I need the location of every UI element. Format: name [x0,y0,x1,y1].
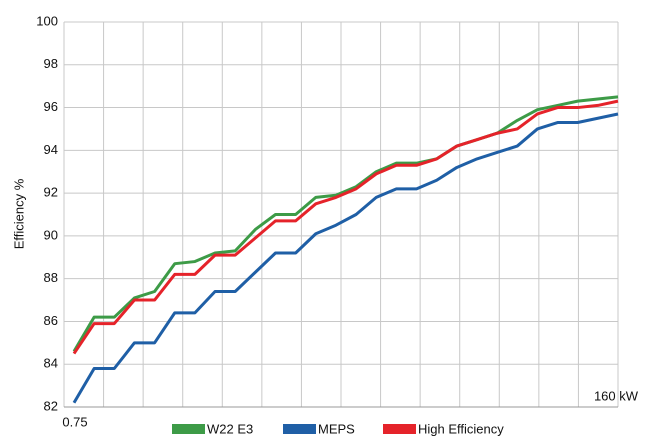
series-line [72,99,619,355]
series-line [72,95,619,353]
y-tick-label: 94 [44,142,58,157]
y-tick-label: 92 [44,185,58,200]
legend-label: W22 E3 [207,421,253,436]
y-tick-label: 84 [44,356,58,371]
y-tick-label: 88 [44,270,58,285]
legend-label: High Efficiency [418,421,504,436]
y-tick-label: 96 [44,99,58,114]
y-axis-label: Efficiency % [11,178,26,249]
legend-swatch [172,424,205,434]
y-tick-label: 98 [44,56,58,71]
vertical-grid [63,22,619,407]
series-line [72,112,619,404]
y-tick-label: 86 [44,313,58,328]
y-tick-label: 90 [44,227,58,242]
legend-label: MEPS [318,421,355,436]
y-tick-label: 82 [44,398,58,413]
legend-swatch [283,424,316,434]
x-tick-label: 160 kW [594,388,639,403]
x-tick-label: 0.75 [62,414,87,429]
legend-swatch [383,424,416,434]
y-tick-label: 100 [36,13,58,28]
